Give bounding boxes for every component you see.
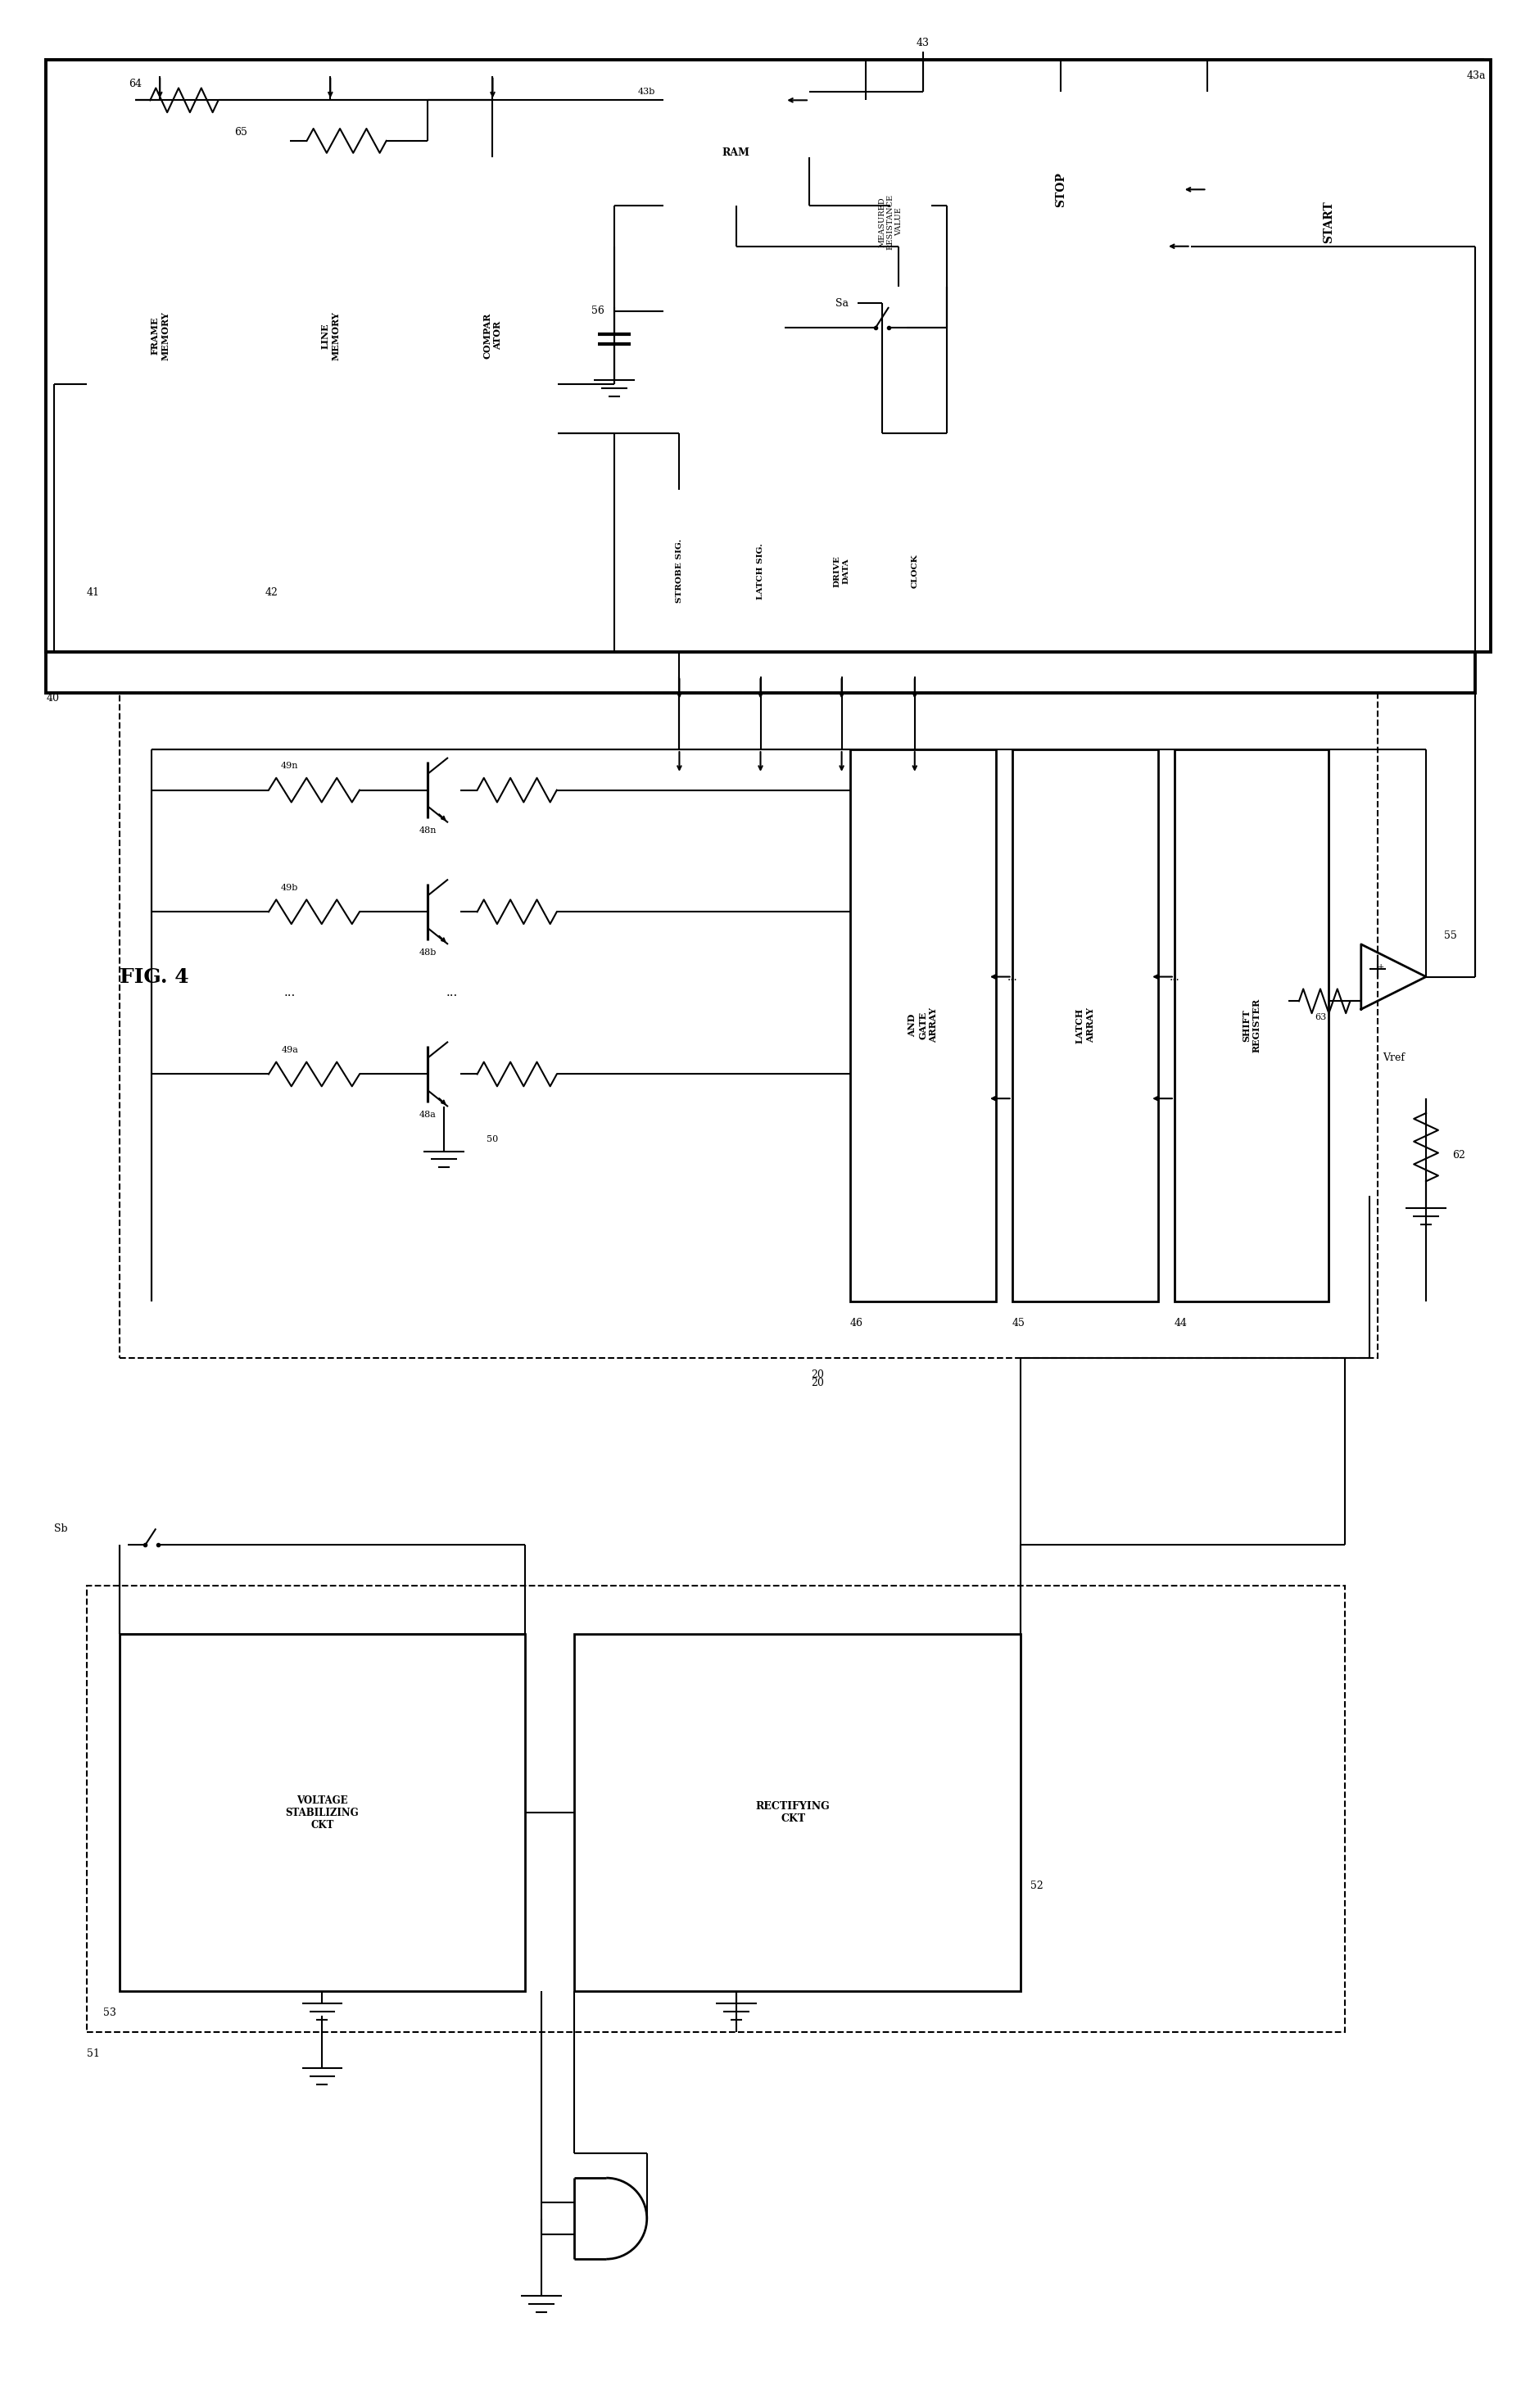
Text: Vref: Vref — [1383, 1052, 1404, 1064]
Bar — [1011, 749, 1157, 1300]
Text: 52: 52 — [1030, 1881, 1043, 1890]
Text: 62: 62 — [1453, 1151, 1465, 1161]
Bar — [663, 101, 809, 205]
Text: COMPAR
ATOR: COMPAR ATOR — [482, 313, 502, 359]
Bar — [46, 60, 1475, 694]
Text: +: + — [1377, 963, 1384, 970]
Text: LATCH SIG.: LATCH SIG. — [757, 542, 764, 600]
Text: 42: 42 — [265, 588, 278, 597]
Text: 55: 55 — [1443, 932, 1457, 942]
Text: RECTIFYING
CKT: RECTIFYING CKT — [756, 1801, 830, 1825]
Text: 51: 51 — [87, 2049, 100, 2059]
Text: 43: 43 — [916, 39, 929, 48]
Text: 44: 44 — [1174, 1317, 1188, 1329]
Text: 49n: 49n — [281, 761, 298, 771]
Text: FRAME
MEMORY: FRAME MEMORY — [151, 311, 170, 361]
Bar — [850, 749, 996, 1300]
Text: LATCH
ARRAY: LATCH ARRAY — [1075, 1007, 1095, 1043]
Text: STOP: STOP — [1056, 171, 1066, 207]
Bar — [785, 60, 1483, 385]
Text: 20: 20 — [811, 1377, 824, 1387]
Text: 48b: 48b — [418, 949, 437, 956]
Text: 49b: 49b — [281, 884, 298, 891]
Text: RAM: RAM — [722, 147, 750, 159]
Text: 48n: 48n — [418, 826, 437, 836]
Text: ...: ... — [1170, 970, 1180, 982]
Text: CLOCK: CLOCK — [911, 554, 919, 588]
Bar — [87, 101, 233, 571]
Bar — [948, 92, 1174, 287]
Text: START: START — [1323, 200, 1334, 243]
Text: 50: 50 — [487, 1134, 499, 1144]
Text: 45: 45 — [1011, 1317, 1025, 1329]
Text: DRIVE
DATA: DRIVE DATA — [834, 554, 850, 588]
Bar — [46, 60, 1491, 653]
Text: 64: 64 — [129, 79, 141, 89]
Text: ...: ... — [446, 987, 458, 999]
Text: VOLTAGE
STABILIZING
CKT: VOLTAGE STABILIZING CKT — [286, 1794, 359, 1830]
Text: Sa: Sa — [835, 299, 849, 308]
Bar — [573, 1635, 1021, 1991]
Text: 53: 53 — [103, 2008, 116, 2018]
Text: 48a: 48a — [420, 1110, 437, 1120]
Text: SHIFT
REGISTER: SHIFT REGISTER — [1241, 999, 1261, 1052]
Text: 41: 41 — [87, 588, 100, 597]
Text: ...: ... — [284, 987, 295, 999]
Text: 46: 46 — [850, 1317, 862, 1329]
Text: MEASURED
RESISTANCE
VALUE: MEASURED RESISTANCE VALUE — [878, 195, 902, 250]
Text: AND
GATE
ARRAY: AND GATE ARRAY — [908, 1009, 938, 1043]
Text: Sb: Sb — [55, 1524, 68, 1534]
Text: 20: 20 — [811, 1370, 824, 1380]
Text: 43a: 43a — [1466, 70, 1486, 82]
Bar — [1206, 92, 1451, 352]
Text: 63: 63 — [1314, 1014, 1326, 1021]
Bar — [265, 101, 395, 571]
Text: 49a: 49a — [281, 1045, 298, 1055]
Text: 56: 56 — [592, 306, 605, 315]
Text: 40: 40 — [46, 694, 59, 703]
Bar — [119, 694, 1378, 1358]
Text: 43b: 43b — [637, 89, 656, 96]
Text: LINE
MEMORY: LINE MEMORY — [321, 311, 341, 361]
Text: ...: ... — [1007, 970, 1018, 982]
Text: STROBE SIG.: STROBE SIG. — [675, 539, 683, 602]
Text: 65: 65 — [234, 128, 248, 137]
Bar — [427, 101, 558, 571]
Bar — [119, 1635, 525, 1991]
Bar — [1174, 749, 1329, 1300]
Text: FIG. 4: FIG. 4 — [119, 968, 189, 987]
Bar — [87, 1584, 1345, 2032]
